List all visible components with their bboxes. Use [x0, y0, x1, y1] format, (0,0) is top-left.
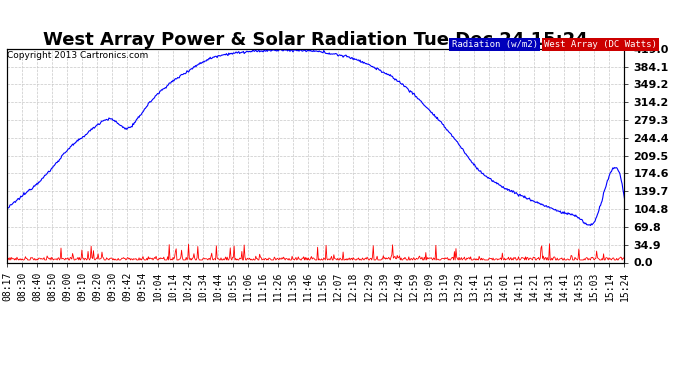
Text: Radiation (w/m2): Radiation (w/m2) [451, 40, 538, 49]
Text: West Array (DC Watts): West Array (DC Watts) [544, 40, 657, 49]
Title: West Array Power & Solar Radiation Tue Dec 24 15:24: West Array Power & Solar Radiation Tue D… [43, 31, 588, 49]
Text: Copyright 2013 Cartronics.com: Copyright 2013 Cartronics.com [7, 51, 148, 60]
